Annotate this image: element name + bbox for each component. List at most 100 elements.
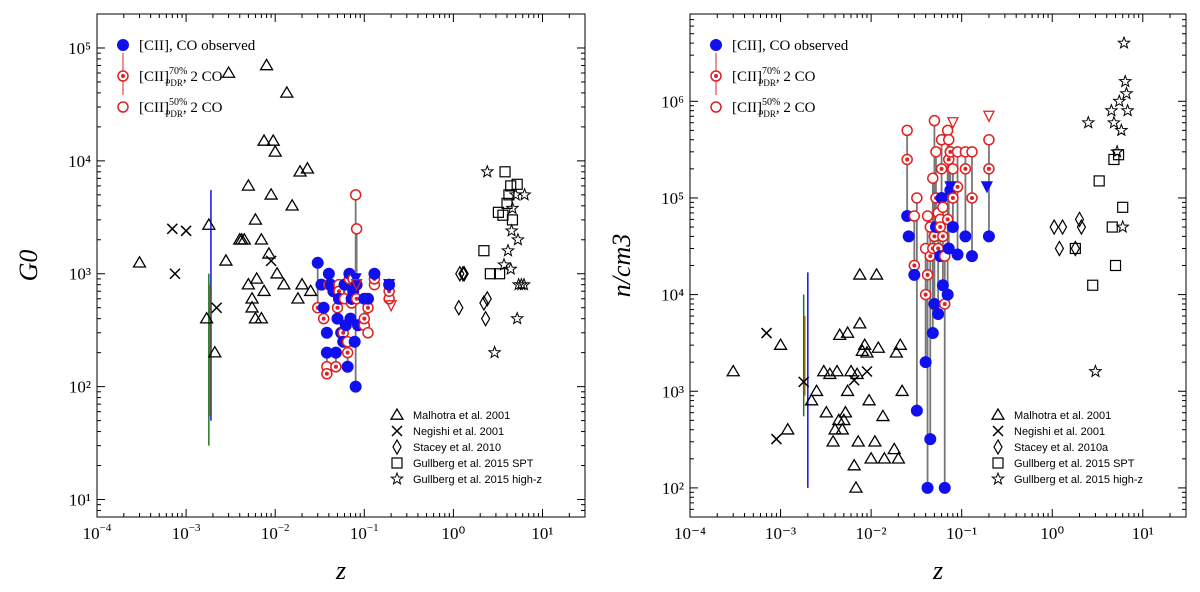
- observed-point: [938, 481, 951, 494]
- pdr70-point: [317, 312, 330, 325]
- legend-label: Gullberg et al. 2015 SPT: [1014, 458, 1135, 470]
- stacey-point: [1070, 240, 1081, 257]
- pdr70-point: [321, 368, 333, 380]
- observed-point: [361, 292, 374, 305]
- legend-pdr70-marker: [117, 70, 129, 82]
- malhotra-point: [859, 345, 875, 358]
- malhotra-point: [843, 364, 859, 377]
- observed-point: [982, 230, 995, 243]
- pdr50-point: [947, 163, 959, 175]
- legend-top: [CII], CO observed [CII]70% PDR, 2 CO [CII]…: [710, 38, 849, 119]
- x-axis-label: z: [335, 556, 346, 585]
- highz-point: [1116, 35, 1132, 50]
- pdr50-point: [901, 124, 913, 137]
- observed-point: [311, 256, 324, 269]
- pdr70-point: [947, 192, 959, 204]
- stacey-point: [480, 310, 491, 327]
- malhotra-point: [294, 277, 310, 290]
- stacey-point: [479, 294, 489, 312]
- malhotra-point: [268, 144, 283, 157]
- highz-point: [1118, 74, 1133, 88]
- x-tick-label: 10¹: [1132, 524, 1154, 543]
- negishi-point: [798, 376, 810, 388]
- observed-point: [921, 481, 934, 494]
- negishi-point: [848, 374, 860, 386]
- highz-point: [1110, 144, 1125, 158]
- legend-label: [CII]50% PDR, 2 CO: [139, 97, 223, 119]
- spt-point: [1109, 259, 1122, 272]
- legend-top: [CII], CO observed [CII]70% PDR, 2 CO [CII]…: [117, 38, 256, 119]
- x-tick-label: 10−1: [350, 522, 379, 543]
- legend-triangle-marker: [389, 407, 405, 420]
- pdr50-point: [908, 210, 921, 222]
- pdr50-point: [349, 189, 362, 201]
- malhotra-point: [889, 345, 904, 358]
- spt-point: [505, 180, 517, 192]
- observed-point: [924, 433, 937, 446]
- spt-point: [1117, 201, 1129, 213]
- malhotra-point: [248, 212, 263, 225]
- observed-point: [341, 360, 354, 373]
- upper-limit-point: [946, 117, 959, 130]
- stacey-point: [1057, 218, 1068, 236]
- legend-label: Negishi et al. 2001: [413, 426, 504, 438]
- malhotra-point: [269, 266, 285, 279]
- x-tick-label: 10⁻³: [765, 524, 796, 543]
- observed-point: [946, 221, 959, 234]
- upper-limit-point: [349, 273, 362, 286]
- pdr70-point: [983, 163, 995, 175]
- malhotra-point: [849, 366, 865, 380]
- spt-point: [499, 166, 511, 178]
- legend-diamond-marker: [392, 438, 402, 456]
- legend-diamond-marker: [993, 438, 1003, 456]
- legend-star-marker: [389, 471, 405, 486]
- y-tick-label: 10²: [69, 378, 91, 397]
- legend-observed-marker: [710, 39, 722, 51]
- pdr50-point: [966, 146, 978, 158]
- x-tick-label: 10⁰: [1040, 524, 1064, 543]
- observed-point: [919, 356, 932, 369]
- x-tick-exponent: −4: [100, 522, 112, 534]
- malhotra-point: [279, 85, 294, 98]
- legend-label: Negishi et al. 2001: [1014, 426, 1105, 438]
- upper-limit-point: [385, 300, 398, 313]
- malhotra-point: [726, 364, 741, 377]
- stacey-point: [1074, 211, 1085, 228]
- malhotra-point: [877, 451, 892, 464]
- malhotra-point: [241, 178, 256, 191]
- x-tick-label: 10⁻²: [856, 524, 887, 543]
- stacey-point: [1049, 218, 1059, 236]
- legend-triangle-marker: [990, 407, 1006, 420]
- pdr50-point: [941, 124, 954, 137]
- y-tick-label: 10⁵: [68, 39, 91, 58]
- y-tick-label: 10¹: [69, 491, 91, 510]
- x-tick-label: 10−3: [172, 522, 201, 543]
- malhotra-point: [285, 198, 300, 211]
- malhotra-point: [254, 232, 269, 245]
- malhotra-point: [840, 383, 855, 397]
- ticks: [689, 13, 1187, 518]
- highz-point: [480, 164, 495, 178]
- highz-point: [517, 187, 532, 201]
- negishi-point: [180, 225, 192, 237]
- malhotra-point: [244, 291, 260, 304]
- malhotra-point: [835, 422, 850, 435]
- legend-square-marker: [391, 457, 403, 469]
- highz-point: [505, 200, 520, 215]
- malhotra-point: [263, 187, 279, 200]
- y-tick-label: 10⁴: [68, 152, 91, 171]
- observed-point: [965, 250, 978, 263]
- malhotra-point: [840, 325, 855, 338]
- malhotra-point: [848, 480, 864, 493]
- legend-label: [CII], CO observed: [732, 38, 849, 54]
- malhotra-point: [303, 283, 318, 297]
- malhotra-point: [249, 271, 264, 284]
- negishi-point: [211, 302, 223, 314]
- negishi-point: [169, 268, 181, 280]
- observed-point: [942, 242, 955, 255]
- legend-label: Malhotra et al. 2001: [1014, 410, 1111, 422]
- malhotra-point: [261, 246, 277, 259]
- malhotra-point: [276, 277, 291, 290]
- legend-label: [CII]70% PDR, 2 CO: [732, 66, 816, 88]
- legend-label: [CII]50% PDR, 2 CO: [732, 97, 816, 119]
